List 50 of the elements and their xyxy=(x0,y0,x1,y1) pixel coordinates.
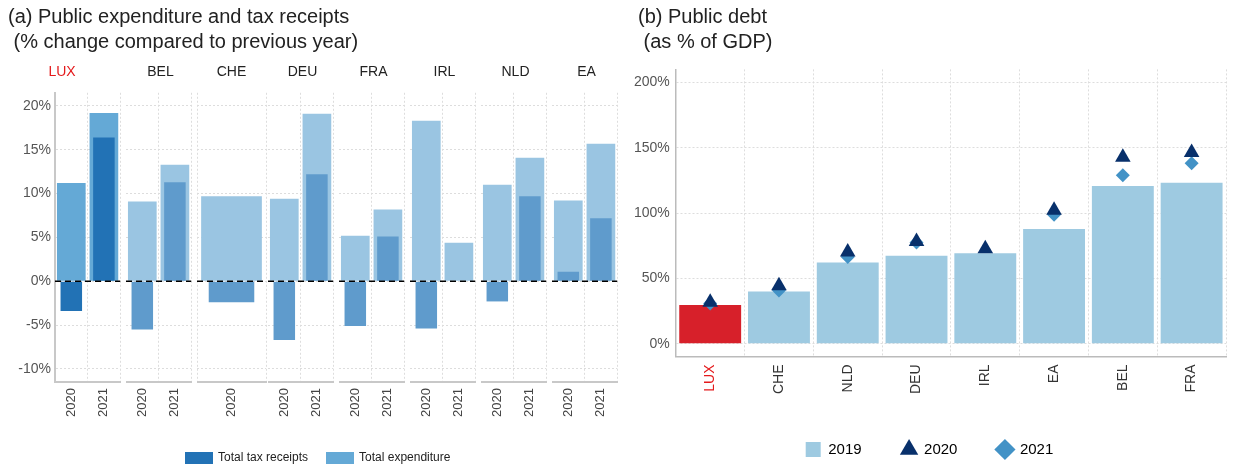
legend-label: 2021 xyxy=(1019,439,1054,457)
x-tick-label: 2020 xyxy=(488,388,504,417)
y-tick-label: 100% xyxy=(633,203,670,220)
legend-label: Total tax receipts xyxy=(217,450,309,464)
x-tick-label: FRA xyxy=(1182,363,1199,393)
y-tick-label: 50% xyxy=(641,269,670,286)
x-tick-label: 2021 xyxy=(166,388,182,417)
chart-title: IRL xyxy=(433,63,456,80)
x-tick-label: LUX xyxy=(701,363,718,392)
y-tick-label: -10% xyxy=(18,359,51,376)
x-tick-label: 2020 xyxy=(346,388,362,417)
x-tick-label: BEL xyxy=(1113,364,1130,391)
x-tick-label: 2020 xyxy=(559,388,575,417)
chart-title: DEU xyxy=(287,63,318,80)
y-tick-label: 150% xyxy=(633,138,670,155)
x-tick-label: 2021 xyxy=(450,388,466,417)
y-tick-label: 5% xyxy=(30,228,51,245)
text: (a) Public expenditure and tax receipts (% change compared to previous year) xyxy=(8,4,359,54)
y-tick-label: 0% xyxy=(649,334,670,351)
y-tick-label: 200% xyxy=(633,73,670,90)
y-tick-label: -5% xyxy=(26,315,51,332)
x-tick-label: 2021 xyxy=(95,388,111,417)
chart-title: BEL xyxy=(147,63,174,80)
y-tick-label: 10% xyxy=(22,184,51,201)
legend-label: 2019 xyxy=(828,439,862,457)
chart-title: CHE xyxy=(216,63,247,80)
chart-title: LUX xyxy=(48,63,77,80)
x-tick-label: 2020 xyxy=(417,388,433,417)
x-tick-label: IRL xyxy=(976,364,993,387)
chart-title: EA xyxy=(577,63,597,80)
y-tick-label: 20% xyxy=(22,96,51,113)
y-tick-label: 0% xyxy=(30,272,51,289)
chart-title: NLD xyxy=(501,63,530,80)
x-tick-label: NLD xyxy=(838,364,855,393)
x-tick-label: CHE xyxy=(769,364,786,394)
legend-label: Total expenditure xyxy=(358,450,451,464)
x-tick-label: 2021 xyxy=(308,388,324,417)
x-tick-label: 2021 xyxy=(379,388,395,417)
chart-title: (b) Public debt (as % of GDP) xyxy=(638,4,773,54)
chart-title: FRA xyxy=(359,63,389,80)
x-tick-label: 2021 xyxy=(521,388,537,417)
legend-label: 2020 xyxy=(924,439,958,457)
x-tick-label: 2021 xyxy=(592,388,608,417)
x-tick-label: EA xyxy=(1044,363,1061,384)
x-tick-label: DEU xyxy=(907,364,924,394)
x-tick-label: 2020 xyxy=(133,388,149,417)
x-tick-label: 2020 xyxy=(62,388,78,417)
x-tick-label: 2020 xyxy=(275,388,291,417)
y-tick-label: 15% xyxy=(22,140,51,157)
x-tick-label: 2020 xyxy=(223,388,239,417)
